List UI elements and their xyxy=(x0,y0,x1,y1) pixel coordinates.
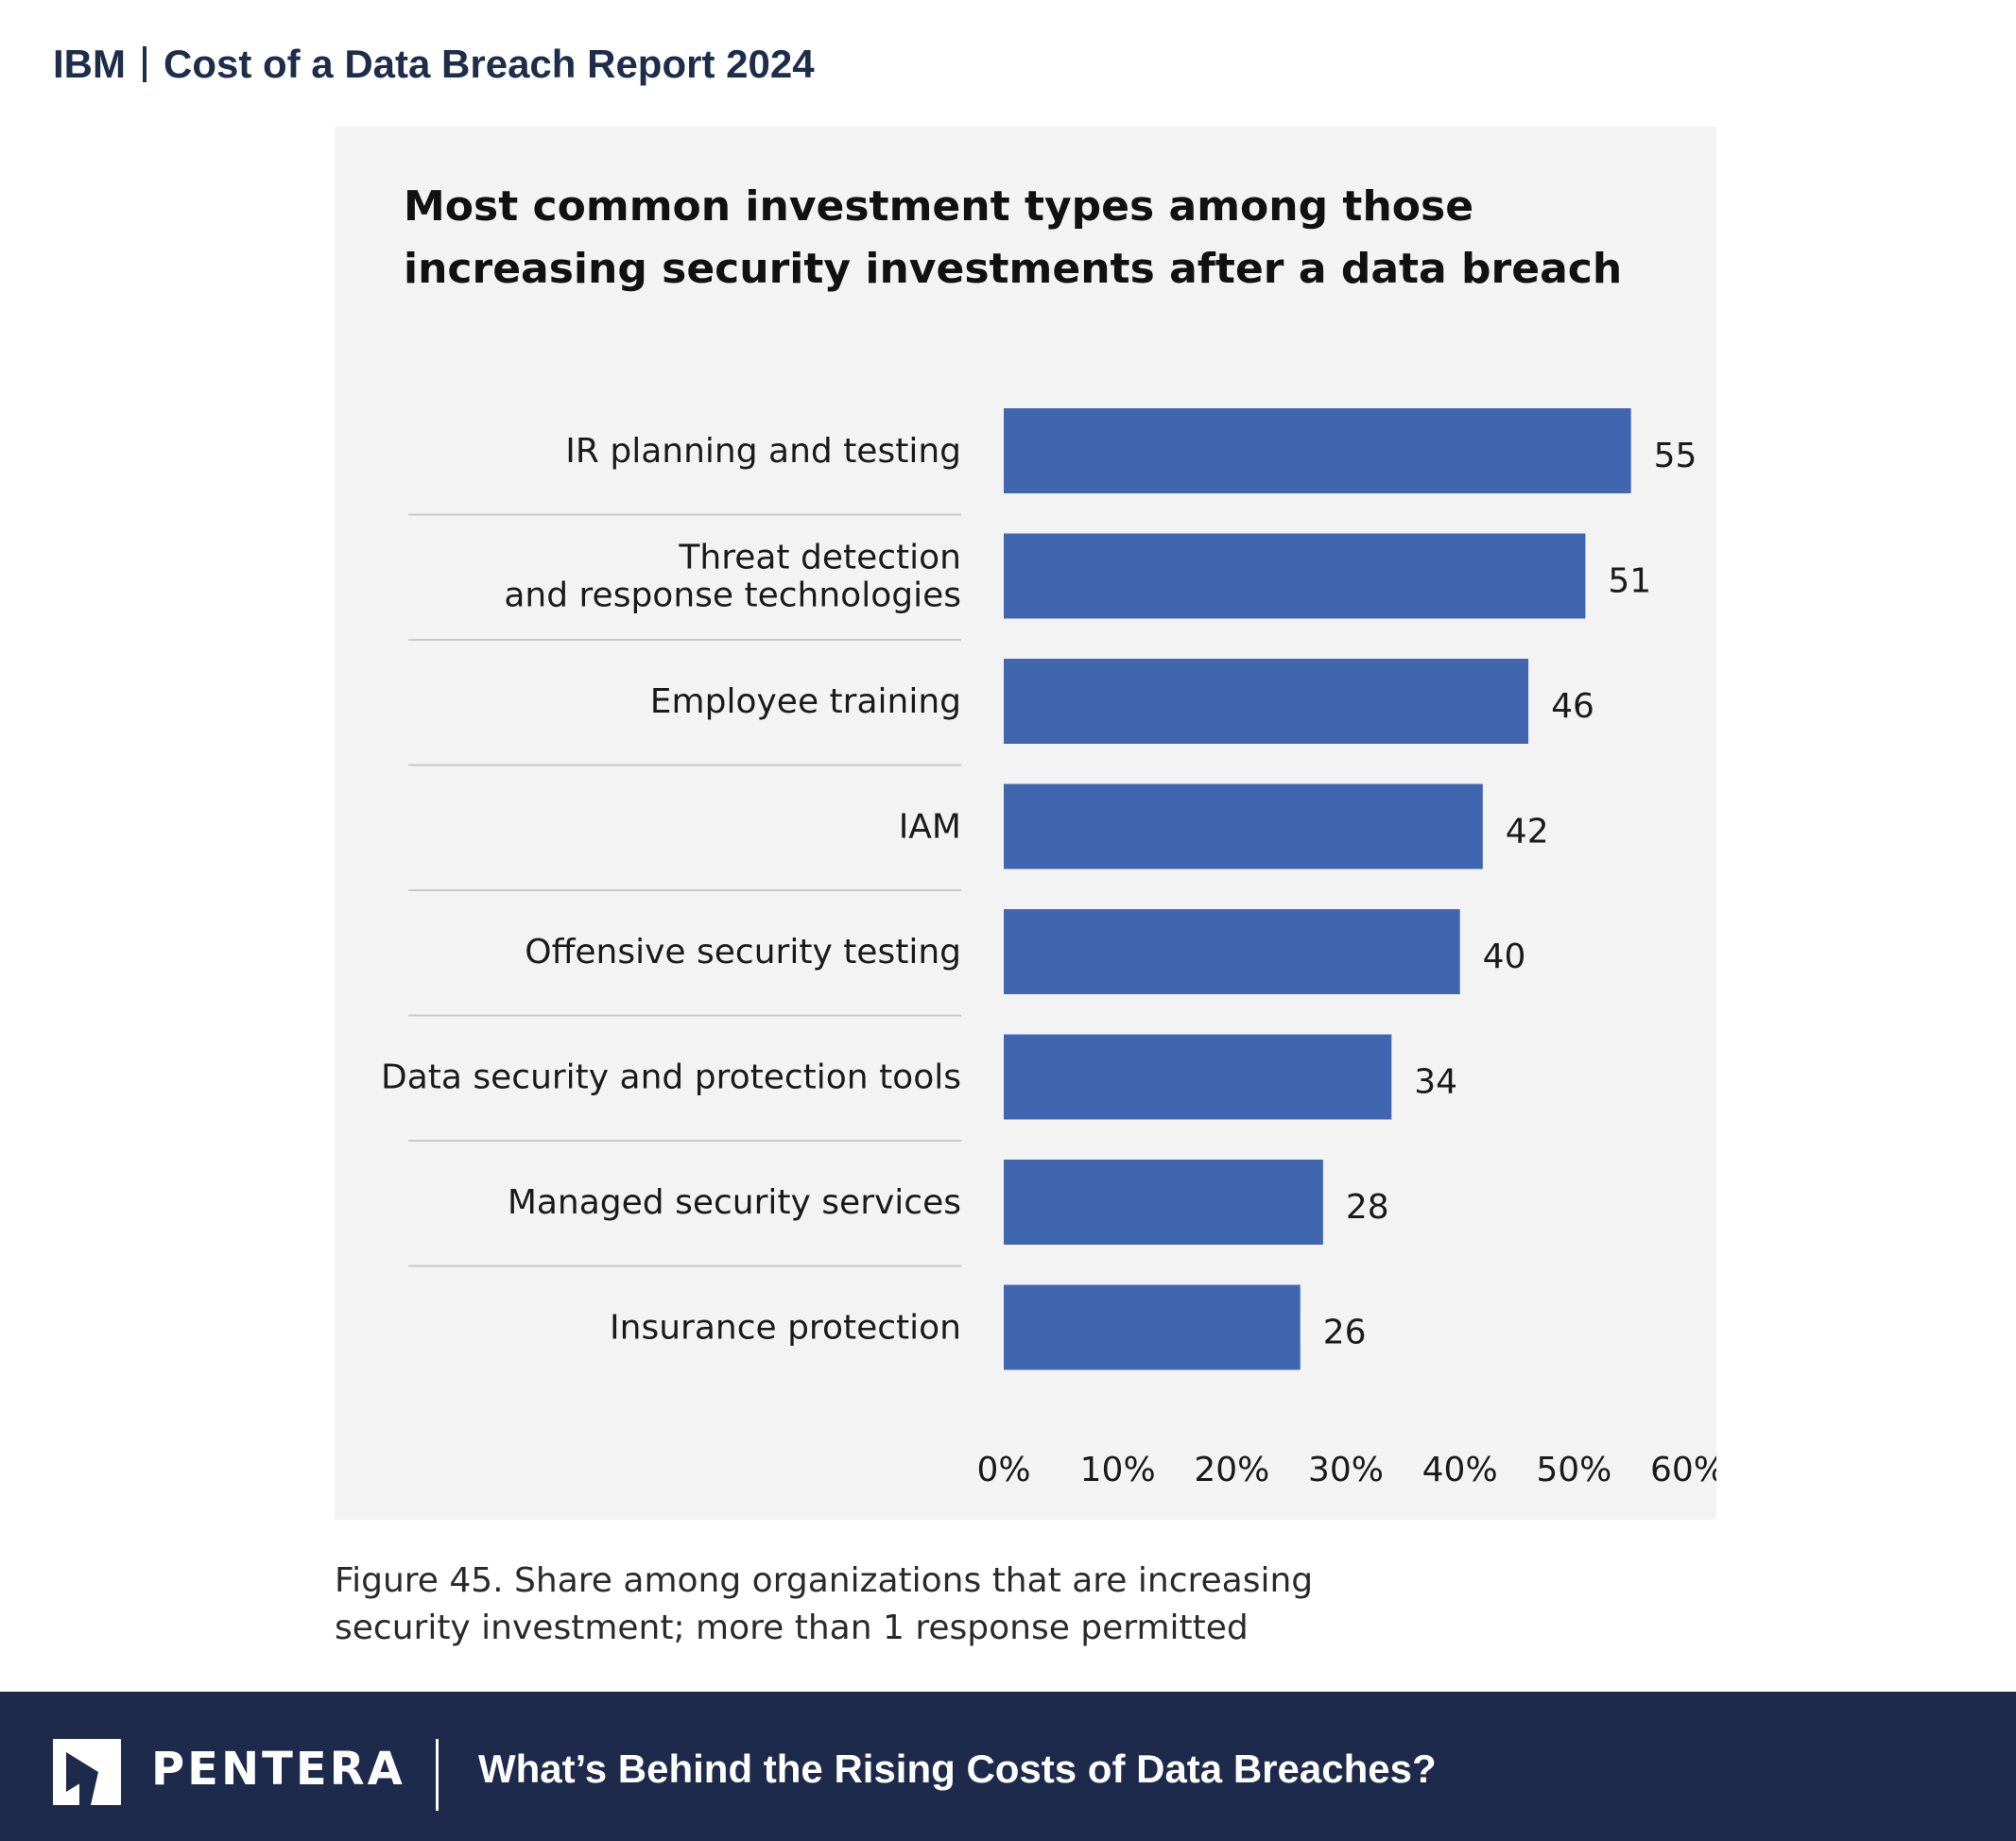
bar xyxy=(1004,533,1586,619)
report-header: IBM Cost of a Data Breach Report 2024 xyxy=(53,42,815,87)
bar xyxy=(1004,408,1631,493)
x-tick-label: 30% xyxy=(1308,1451,1384,1489)
value-label: 40 xyxy=(1483,938,1526,976)
value-label: 42 xyxy=(1506,813,1549,852)
chart-panel: Most common investment types among those… xyxy=(335,127,1716,1520)
header-brand: IBM xyxy=(53,42,126,86)
bar xyxy=(1004,1284,1301,1370)
header-separator xyxy=(143,46,146,82)
category-label: IR planning and testing xyxy=(565,432,961,471)
pentera-logo-icon xyxy=(53,1739,121,1805)
bar xyxy=(1004,1160,1323,1245)
x-tick-label: 20% xyxy=(1194,1451,1269,1489)
bar xyxy=(1004,783,1483,869)
bar xyxy=(1004,909,1460,994)
category-label: Threat detection and response technologie… xyxy=(504,539,961,615)
value-label: 55 xyxy=(1654,437,1697,475)
category-label: Employee training xyxy=(650,682,961,721)
chart-title: Most common investment types among those… xyxy=(404,182,1623,293)
bar xyxy=(1004,659,1529,744)
footer-separator xyxy=(436,1739,439,1811)
category-label: IAM xyxy=(899,808,961,847)
bar xyxy=(1004,1034,1392,1120)
x-tick-label: 10% xyxy=(1080,1451,1156,1489)
x-tick-label: 0% xyxy=(976,1451,1030,1489)
footer-brand: PENTERA xyxy=(151,1743,405,1796)
category-label: Data security and protection tools xyxy=(381,1058,961,1097)
value-label: 28 xyxy=(1346,1188,1389,1227)
x-tick-label: 40% xyxy=(1422,1451,1498,1489)
category-label: Offensive security testing xyxy=(525,933,961,972)
value-label: 34 xyxy=(1414,1063,1457,1102)
x-tick-label: 60% xyxy=(1650,1451,1716,1489)
value-label: 51 xyxy=(1608,562,1651,601)
bar-chart: IR planning and testing 55 Threat detectio… xyxy=(381,408,1716,1489)
header-report-title: Cost of a Data Breach Report 2024 xyxy=(164,42,815,86)
value-label: 26 xyxy=(1323,1314,1367,1352)
footer-title: What’s Behind the Rising Costs of Data B… xyxy=(478,1746,1437,1791)
figure-caption: Figure 45. Share among organizations tha… xyxy=(335,1561,1314,1647)
category-label: Insurance protection xyxy=(610,1309,961,1348)
value-label: 46 xyxy=(1551,687,1594,726)
x-tick-label: 50% xyxy=(1536,1451,1611,1489)
category-label: Managed security services xyxy=(508,1183,961,1222)
footer-bar: PENTERA What’s Behind the Rising Costs o… xyxy=(0,1692,2016,1841)
